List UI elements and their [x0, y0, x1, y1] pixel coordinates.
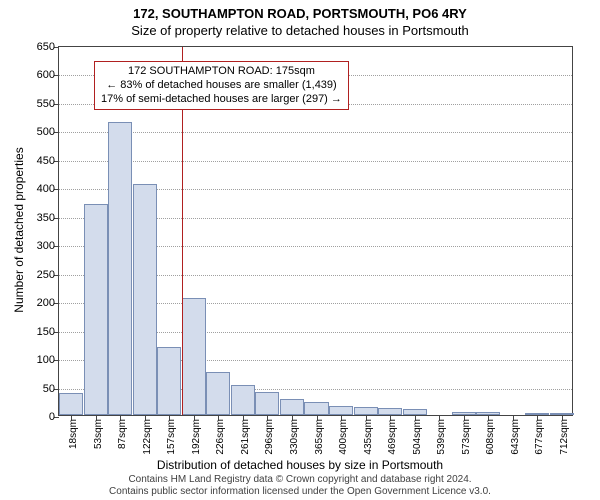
histogram-bar	[329, 406, 353, 415]
xtick-label: 296sqm	[264, 419, 275, 455]
xtick-label: 469sqm	[387, 419, 398, 455]
ytick-label: 50	[43, 383, 55, 395]
xtick-label: 643sqm	[510, 419, 521, 455]
ytick-label: 0	[49, 411, 55, 423]
xtick-label: 226sqm	[215, 419, 226, 455]
ytick-label: 400	[37, 183, 55, 195]
histogram-bar	[133, 184, 157, 415]
histogram-bar	[108, 122, 132, 415]
callout-box: 172 SOUTHAMPTON ROAD: 175sqm← 83% of det…	[94, 61, 349, 110]
ytick-label: 200	[37, 297, 55, 309]
footer-attribution: Contains HM Land Registry data © Crown c…	[0, 474, 600, 498]
xtick-label: 539sqm	[436, 419, 447, 455]
histogram-bar	[59, 393, 83, 415]
xtick-label: 18sqm	[68, 419, 79, 449]
page-subtitle: Size of property relative to detached ho…	[0, 21, 600, 38]
xtick-label: 504sqm	[412, 419, 423, 455]
ytick-label: 500	[37, 126, 55, 138]
ytick-label: 100	[37, 354, 55, 366]
y-axis-title: Number of detached properties	[12, 147, 26, 312]
xtick-label: 608sqm	[485, 419, 496, 455]
callout-line-1: 172 SOUTHAMPTON ROAD: 175sqm	[101, 65, 342, 79]
histogram-bar	[157, 347, 181, 415]
ytick-label: 450	[37, 155, 55, 167]
ytick-label: 150	[37, 326, 55, 338]
xtick-label: 87sqm	[117, 419, 128, 449]
plot-area: 0501001502002503003504004505005506006501…	[58, 46, 573, 416]
gridline	[59, 161, 572, 162]
xtick-label: 330sqm	[289, 419, 300, 455]
histogram-bar	[182, 298, 206, 415]
histogram-bar	[280, 399, 304, 415]
histogram-bar	[84, 204, 108, 415]
gridline	[59, 132, 572, 133]
ytick-label: 600	[37, 69, 55, 81]
xtick-label: 435sqm	[363, 419, 374, 455]
ytick-label: 300	[37, 240, 55, 252]
callout-line-3: 17% of semi-detached houses are larger (…	[101, 93, 342, 107]
xtick-label: 192sqm	[191, 419, 202, 455]
histogram-bar	[206, 372, 230, 415]
x-axis-title: Distribution of detached houses by size …	[0, 458, 600, 472]
footer-line-1: Contains HM Land Registry data © Crown c…	[0, 474, 600, 486]
xtick-label: 400sqm	[338, 419, 349, 455]
histogram-bar	[378, 408, 402, 415]
xtick-label: 53sqm	[93, 419, 104, 449]
plot-inner: 0501001502002503003504004505005506006501…	[58, 46, 573, 416]
histogram-bar	[255, 392, 279, 415]
xtick-label: 157sqm	[166, 419, 177, 455]
xtick-label: 677sqm	[534, 419, 545, 455]
callout-line-2: ← 83% of detached houses are smaller (1,…	[101, 79, 342, 93]
xtick-label: 573sqm	[461, 419, 472, 455]
histogram-bar	[354, 407, 378, 415]
ytick-label: 650	[37, 41, 55, 53]
xtick-label: 261sqm	[240, 419, 251, 455]
histogram-bar	[231, 385, 255, 415]
xtick-label: 712sqm	[559, 419, 570, 455]
xtick-label: 122sqm	[142, 419, 153, 455]
ytick-label: 350	[37, 212, 55, 224]
histogram-bar	[304, 402, 328, 415]
ytick-label: 550	[37, 98, 55, 110]
xtick-label: 365sqm	[314, 419, 325, 455]
chart-container: 172, SOUTHAMPTON ROAD, PORTSMOUTH, PO6 4…	[0, 0, 600, 500]
page-title: 172, SOUTHAMPTON ROAD, PORTSMOUTH, PO6 4…	[0, 0, 600, 21]
ytick-label: 250	[37, 269, 55, 281]
footer-line-2: Contains public sector information licen…	[0, 486, 600, 498]
